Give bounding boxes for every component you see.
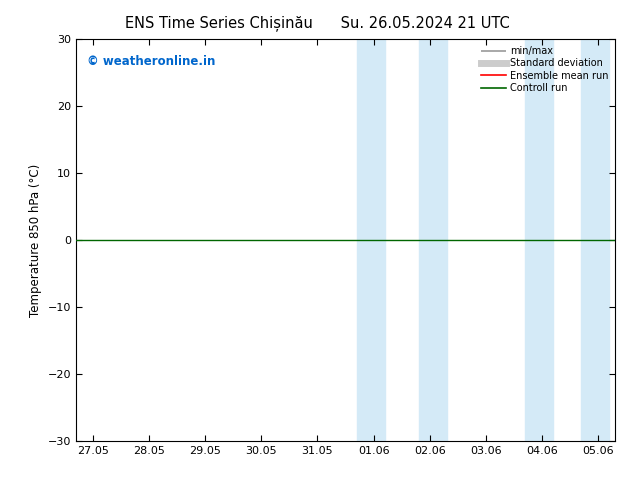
Bar [581, 39, 609, 441]
Legend: min/max, Standard deviation, Ensemble mean run, Controll run: min/max, Standard deviation, Ensemble me… [479, 44, 610, 95]
Bar [418, 39, 446, 441]
Bar [357, 39, 385, 441]
Bar [525, 39, 553, 441]
Text: ENS Time Series Chișinău      Su. 26.05.2024 21 UTC: ENS Time Series Chișinău Su. 26.05.2024 … [125, 15, 509, 30]
Y-axis label: Temperature 850 hPa (°C): Temperature 850 hPa (°C) [29, 164, 42, 317]
Text: © weatheronline.in: © weatheronline.in [87, 55, 215, 68]
